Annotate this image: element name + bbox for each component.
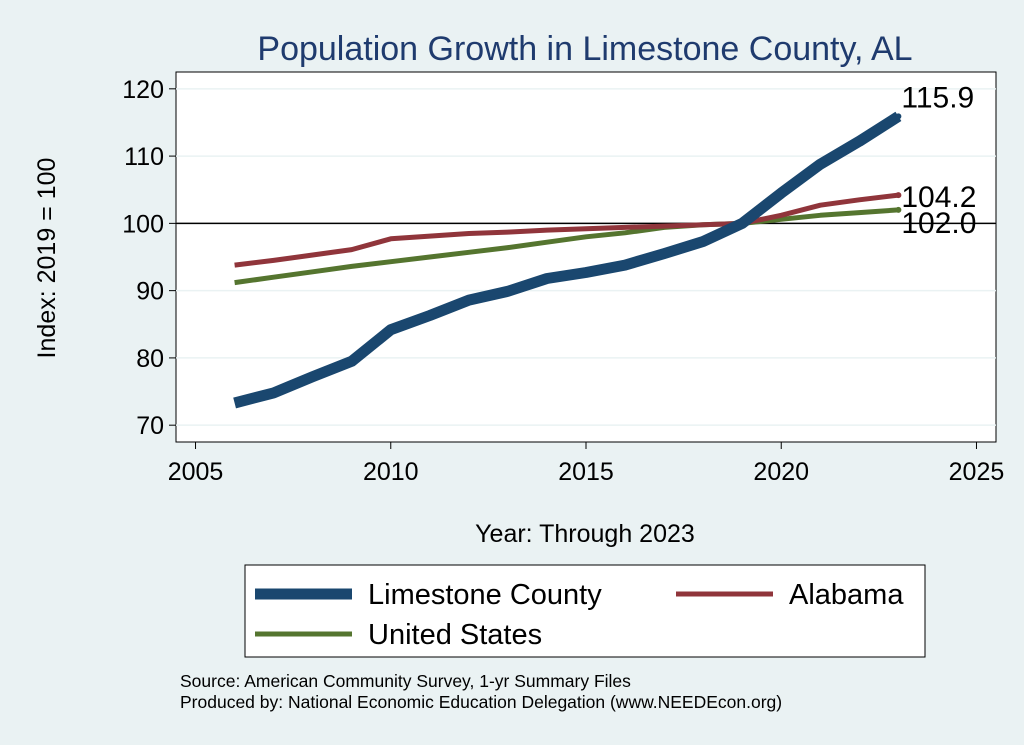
legend-label-1: Alabama	[789, 579, 904, 611]
series-end-point-0	[895, 113, 902, 120]
series-lines	[233, 111, 902, 409]
series-end-point-1	[895, 192, 902, 199]
y-tick-label: 110	[124, 143, 164, 171]
x-axis: 2005 2010 2015 2020 2025	[168, 442, 1005, 486]
legend: Limestone County Alabama United States	[255, 579, 904, 651]
source-note: Source: American Community Survey, 1-yr …	[180, 671, 631, 691]
x-tick-label: 2010	[363, 458, 419, 486]
gridlines	[176, 88, 996, 426]
x-tick-label: 2015	[558, 458, 614, 486]
legend-label-2: United States	[368, 619, 542, 651]
end-label-0: 115.9	[901, 81, 974, 114]
y-tick-label: 70	[136, 412, 164, 440]
produced-by-note: Produced by: National Economic Education…	[180, 692, 782, 712]
series-end-point-2	[895, 206, 902, 213]
y-tick-label: 100	[122, 210, 164, 238]
y-tick-label: 90	[136, 278, 164, 306]
x-axis-title: Year: Through 2023	[475, 520, 695, 548]
x-tick-label: 2005	[168, 458, 224, 486]
x-tick-label: 2020	[753, 458, 809, 486]
series-line-2	[234, 207, 899, 286]
y-tick-label: 120	[122, 76, 164, 104]
x-tick-label: 2025	[949, 458, 1005, 486]
series-line-1	[234, 192, 899, 268]
end-label-2: 102.0	[901, 207, 976, 240]
end-label-1: 104.2	[901, 181, 976, 214]
legend-label-0: Limestone County	[368, 579, 602, 611]
legend-box	[244, 564, 926, 658]
y-axis: 70 80 90 100 110 120	[122, 76, 176, 440]
chart-title: Population Growth in Limestone County, A…	[257, 30, 912, 68]
y-axis-title: Index: 2019 = 100	[33, 158, 61, 359]
y-tick-label: 80	[136, 345, 164, 373]
series-line-0	[233, 111, 902, 409]
